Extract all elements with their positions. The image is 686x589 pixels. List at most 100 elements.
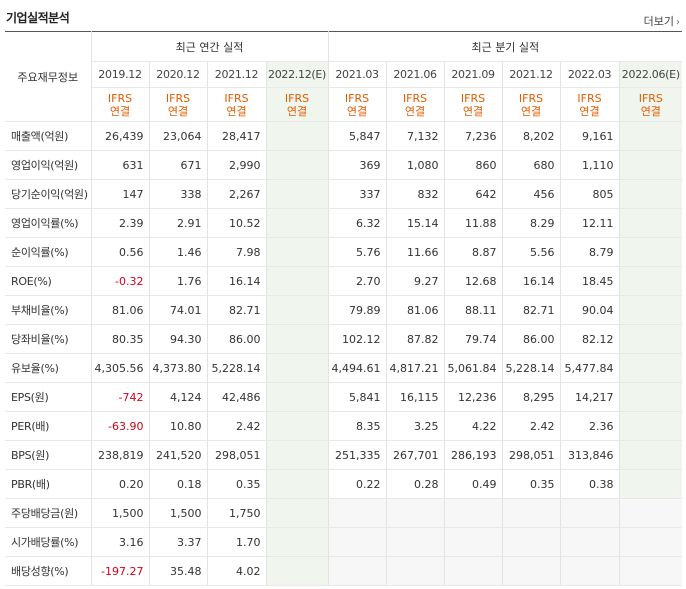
standard-consolidated: 연결 [286, 104, 308, 118]
value-cell: 0.18 [149, 469, 208, 499]
value-cell: 74.01 [149, 295, 208, 325]
value-cell: 4.22 [444, 411, 503, 441]
value-cell: 2.42 [502, 411, 561, 441]
value-cell: 2.42 [207, 411, 267, 441]
value-cell: 9.27 [386, 266, 445, 296]
value-cell [560, 498, 620, 528]
value-cell: 26,439 [91, 121, 150, 151]
value-cell: 23,064 [149, 121, 208, 151]
value-cell [444, 527, 503, 557]
value-cell: 5.56 [502, 237, 561, 267]
value-cell: 5,841 [327, 382, 387, 412]
value-cell: 4,373.80 [149, 353, 208, 383]
value-cell [266, 208, 329, 238]
value-cell: 6.32 [327, 208, 387, 238]
period-header: 2021.12 [502, 61, 561, 88]
table-row: 매출액(억원) 26,439 23,064 28,417 5,847 7,132 7,236… [5, 121, 683, 151]
value-cell [266, 411, 329, 441]
value-cell: 80.35 [91, 324, 150, 354]
period-header: 2022.12(E) [266, 61, 329, 88]
value-cell [327, 556, 387, 586]
value-cell: 7.98 [207, 237, 267, 267]
value-cell [619, 150, 683, 180]
value-cell: 12,236 [444, 382, 503, 412]
standard-consolidated: 연결 [462, 104, 484, 118]
row-label: 부채비율(%) [5, 295, 92, 325]
standard-ifrs: IFRS [577, 91, 602, 105]
value-cell: 267,701 [386, 440, 445, 470]
value-cell [266, 121, 329, 151]
value-cell: -0.32 [91, 266, 150, 296]
value-cell [619, 440, 683, 470]
period-header: 2021.09 [444, 61, 503, 88]
value-cell: 79.74 [444, 324, 503, 354]
value-cell [266, 150, 329, 180]
value-cell: 5,477.84 [560, 353, 620, 383]
value-cell: 5,228.14 [502, 353, 561, 383]
value-cell: 28,417 [207, 121, 267, 151]
value-cell: 4,494.61 [327, 353, 387, 383]
row-label: ROE(%) [5, 266, 92, 296]
value-cell: 241,520 [149, 440, 208, 470]
value-cell: 1,080 [386, 150, 445, 180]
value-cell: 238,819 [91, 440, 150, 470]
value-cell: 2.39 [91, 208, 150, 238]
value-cell [619, 295, 683, 325]
value-cell: 337 [327, 179, 387, 209]
value-cell: 12.68 [444, 266, 503, 296]
value-cell: 251,335 [327, 440, 387, 470]
standard-header: IFRS 연결 [502, 87, 561, 122]
table-row: PBR(배) 0.20 0.18 0.35 0.22 0.28 0.49 0.35 0.38 [5, 469, 683, 499]
row-label: PER(배) [5, 411, 92, 441]
standard-ifrs: IFRS [402, 91, 428, 105]
value-cell [560, 556, 620, 586]
value-cell: 313,846 [560, 440, 620, 470]
value-cell [266, 556, 329, 586]
standard-ifrs: IFRS [344, 91, 370, 105]
standard-header: IFRS 연결 [560, 87, 620, 122]
standard-ifrs: IFRS [165, 91, 191, 105]
value-cell [619, 324, 683, 354]
value-cell: 86.00 [207, 324, 267, 354]
value-cell: 102.12 [327, 324, 387, 354]
standard-header: IFRS 연결 [327, 87, 387, 122]
standard-header: IFRS 연결 [444, 87, 503, 122]
value-cell [619, 411, 683, 441]
group-annual-header: 최근 연간 실적 [91, 31, 329, 62]
value-cell: 4.02 [207, 556, 267, 586]
row-label: 주당배당금(원) [5, 498, 92, 528]
value-cell: 3.25 [386, 411, 445, 441]
value-cell [619, 527, 683, 557]
table-row: EPS(원) -742 4,124 42,486 5,841 16,115 12,236 8,… [5, 382, 683, 412]
standard-header: IFRS 연결 [149, 87, 208, 122]
standard-ifrs: IFRS [638, 91, 663, 105]
value-cell: 3.16 [91, 527, 150, 557]
value-cell [266, 324, 329, 354]
value-cell: 1.76 [149, 266, 208, 296]
value-cell: 1,750 [207, 498, 267, 528]
value-cell: 2.91 [149, 208, 208, 238]
value-cell [619, 469, 683, 499]
value-cell: 0.22 [327, 469, 387, 499]
table-row: BPS(원) 238,819 241,520 298,051 251,335 267,70… [5, 440, 683, 470]
period-header: 2021.03 [327, 61, 387, 88]
value-cell: 8.35 [327, 411, 387, 441]
section-header: 기업실적분석 더보기 › [0, 0, 686, 31]
value-cell [619, 179, 683, 209]
value-cell: 7,236 [444, 121, 503, 151]
value-cell [266, 527, 329, 557]
row-label: 순이익률(%) [5, 237, 92, 267]
value-cell [386, 556, 445, 586]
standard-consolidated: 연결 [346, 104, 368, 118]
value-cell [444, 498, 503, 528]
value-cell: 0.28 [386, 469, 445, 499]
value-cell: 12.11 [560, 208, 620, 238]
value-cell: 2.70 [327, 266, 387, 296]
row-label: 영업이익(억원) [5, 150, 92, 180]
row-label: 당좌비율(%) [5, 324, 92, 354]
value-cell: 16.14 [207, 266, 267, 296]
value-cell: 2,990 [207, 150, 267, 180]
value-cell: 832 [386, 179, 445, 209]
table-row: ROE(%) -0.32 1.76 16.14 2.70 9.27 12.68 16.14 18… [5, 266, 683, 296]
more-link[interactable]: 더보기 › [644, 13, 680, 29]
